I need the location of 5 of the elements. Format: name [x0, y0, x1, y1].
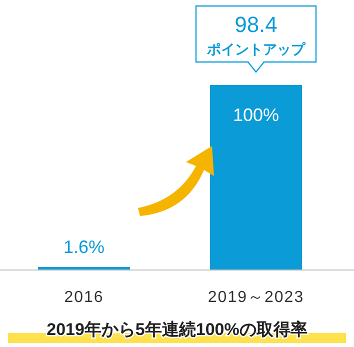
x-tick-label: 2016 [64, 289, 104, 306]
data-label: 100% [232, 105, 280, 125]
annotation: 98.4 ポイントアップ [206, 12, 306, 57]
data-label: 1.6% [63, 237, 105, 258]
x-tick-label: 2019～2023 [208, 289, 304, 306]
